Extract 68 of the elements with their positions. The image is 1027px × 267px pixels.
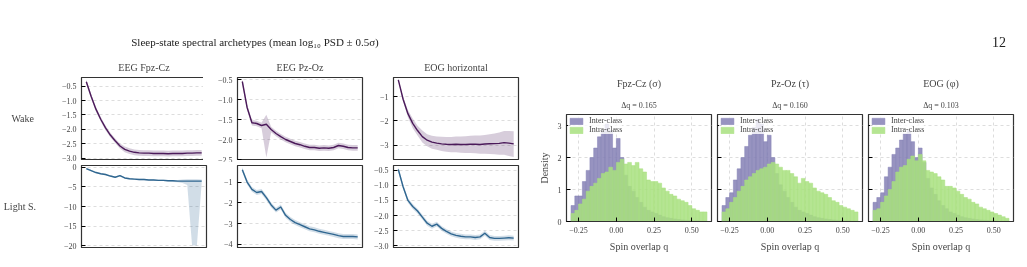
y-tick-label: −15 xyxy=(63,222,77,232)
y-axis-title: Wake xyxy=(11,113,35,124)
y-tick-label: −2.5 xyxy=(373,226,389,236)
y-tick-label: 3 xyxy=(557,121,562,131)
x-tick-label: 0.00 xyxy=(911,225,926,235)
chart-subtitle: Δq = 0.165 xyxy=(621,100,657,110)
legend-label: Intra-class xyxy=(740,125,774,134)
legend-label: Inter-class xyxy=(589,116,623,125)
x-tick-label: 0.50 xyxy=(835,225,850,235)
y-tick-label: −2.0 xyxy=(61,125,77,135)
chart-title: EOG horizontal xyxy=(424,61,489,73)
y-tick-label: −1 xyxy=(379,92,389,102)
y-tick-label: −3 xyxy=(379,141,389,151)
x-tick-label: 0.50 xyxy=(986,225,1001,235)
y-tick-label: −2.5 xyxy=(217,155,233,165)
chart-title: EEG Pz-Oz xyxy=(276,61,325,73)
legend-label: Intra-class xyxy=(891,125,925,134)
y-tick-label: −3.0 xyxy=(373,241,389,251)
chart-subtitle: Δq = 0.160 xyxy=(772,100,808,110)
x-tick-label: 0.00 xyxy=(609,225,624,235)
legend-label: Intra-class xyxy=(589,125,623,134)
y-tick-label: −20 xyxy=(63,241,77,251)
y-axis-title: Density xyxy=(538,152,550,184)
y-tick-label: −2.0 xyxy=(373,211,389,221)
x-tick-label: −0.25 xyxy=(720,225,739,235)
x-tick-label: −0.25 xyxy=(871,225,890,235)
y-tick-label: −1 xyxy=(223,178,233,188)
y-tick-label: −1.0 xyxy=(373,181,389,191)
chart-title: EEG Fpz-Cz xyxy=(118,61,171,73)
y-tick-label: 2 xyxy=(557,153,562,163)
y-tick-label: −4 xyxy=(223,240,233,250)
y-tick-label: −1.5 xyxy=(373,196,389,206)
chart-title: Pz-Oz (τ) xyxy=(770,77,810,90)
x-tick-label: 0.25 xyxy=(647,225,662,235)
y-tick-label: −0.5 xyxy=(373,166,389,176)
y-tick-label: −3 xyxy=(223,219,233,229)
chart-title: Fpz-Cz (σ) xyxy=(617,77,662,90)
y-tick-label: −0.5 xyxy=(217,75,233,85)
text: 12 xyxy=(992,34,1006,52)
chart-subtitle: Δq = 0.103 xyxy=(923,100,959,110)
y-tick-label: 0 xyxy=(557,217,562,227)
x-axis-title: Spin overlap q xyxy=(911,240,971,252)
x-tick-label: 0.00 xyxy=(760,225,775,235)
y-tick-label: −0.5 xyxy=(61,82,77,92)
y-tick-label: −10 xyxy=(63,202,77,212)
y-tick-label: −2 xyxy=(379,116,389,126)
x-tick-label: 0.25 xyxy=(949,225,964,235)
y-tick-label: −1.0 xyxy=(217,95,233,105)
x-tick-label: 0.25 xyxy=(798,225,813,235)
y-tick-label: −3.0 xyxy=(61,154,77,164)
y-tick-label: −5 xyxy=(67,182,77,192)
y-tick-label: −1.0 xyxy=(61,96,77,106)
x-axis-title: Spin overlap q xyxy=(760,240,820,252)
x-tick-label: −0.25 xyxy=(569,225,588,235)
y-tick-label: −2.5 xyxy=(61,139,77,149)
y-tick-label: −2.0 xyxy=(217,135,233,145)
x-tick-label: 0.50 xyxy=(684,225,699,235)
y-tick-label: −1.5 xyxy=(217,115,233,125)
text: Sleep-state spectral archetypes (mean log₁₀ PSD ± 0.5σ) xyxy=(131,35,379,50)
y-tick-label: −2 xyxy=(223,198,233,208)
y-axis-title: Light S. xyxy=(3,201,36,212)
chart-title: EOG (φ) xyxy=(923,77,959,90)
y-tick-label: 1 xyxy=(557,185,562,195)
y-tick-label: −1.5 xyxy=(61,110,77,120)
legend-label: Inter-class xyxy=(891,116,925,125)
y-tick-label: 0 xyxy=(72,163,77,173)
legend-label: Inter-class xyxy=(740,116,774,125)
x-axis-title: Spin overlap q xyxy=(609,240,669,252)
